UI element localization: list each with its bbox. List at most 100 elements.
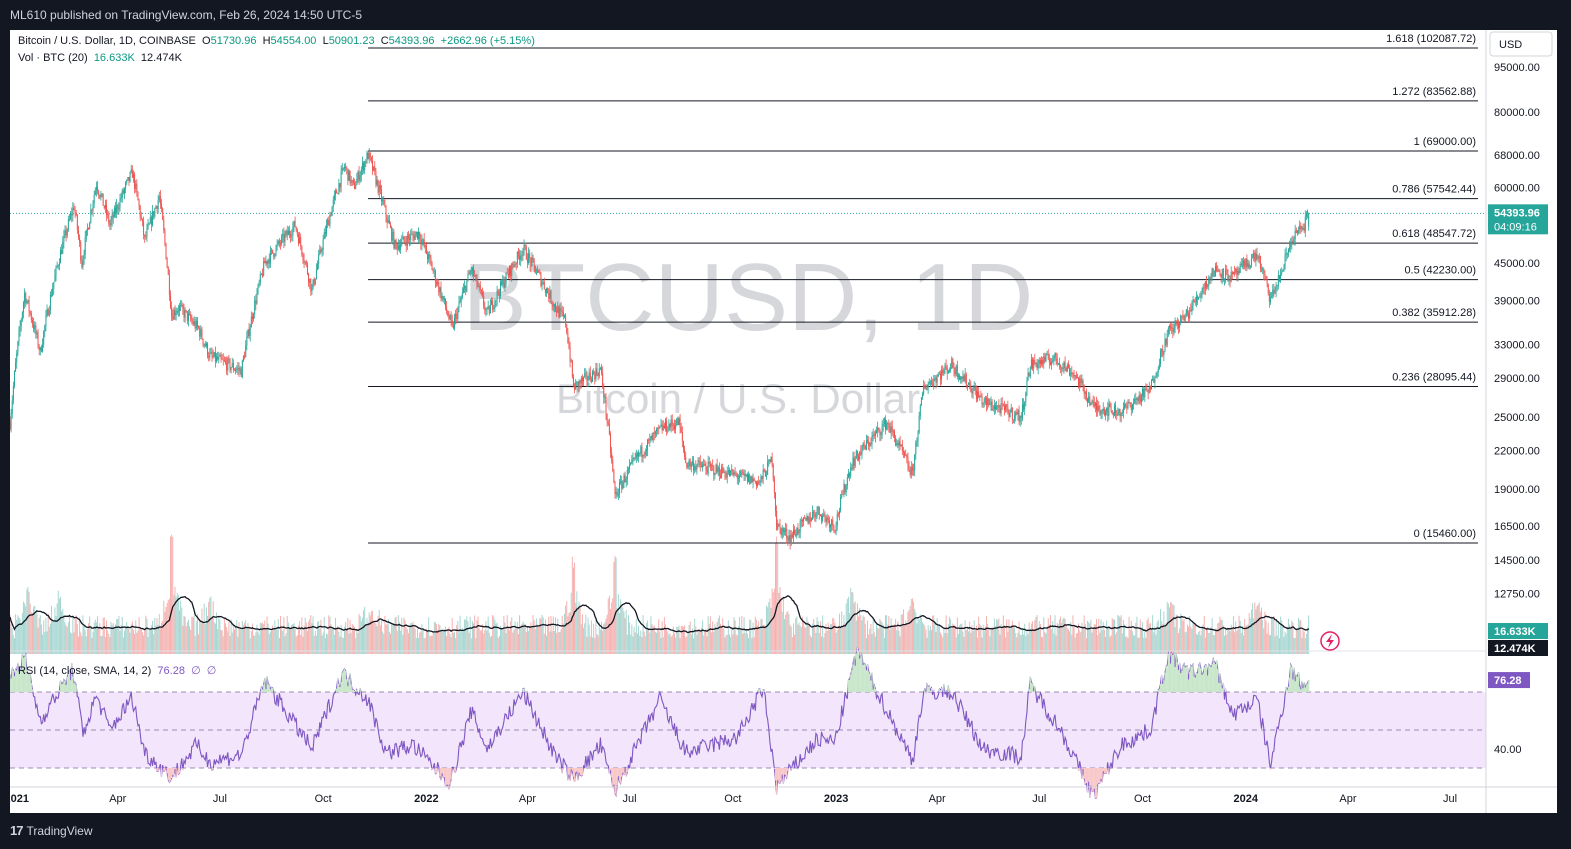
candle-body [209, 353, 211, 358]
volume-bar [568, 612, 570, 654]
volume-bar [267, 623, 269, 654]
volume-bar [557, 618, 559, 654]
candle-body [486, 308, 488, 310]
candle-body [851, 467, 853, 469]
volume-bar [988, 628, 990, 654]
volume-bar [1275, 620, 1277, 654]
candle-body [720, 475, 722, 478]
candle-body [242, 356, 244, 361]
candle-body [326, 224, 328, 235]
volume-bar [141, 632, 143, 654]
candle-body [957, 375, 959, 378]
candle-body [874, 432, 876, 436]
volume-bar [315, 635, 317, 654]
volume-bar [1183, 618, 1185, 654]
candle-body [783, 531, 785, 533]
candle-body [135, 183, 137, 189]
candle-body [419, 231, 421, 240]
volume-bar [152, 620, 154, 654]
candle-body [831, 519, 833, 526]
candle-body [1008, 412, 1010, 418]
volume-bar [663, 616, 665, 654]
candle-body [837, 513, 839, 515]
volume-bar [511, 617, 513, 654]
volume-bar [61, 611, 63, 654]
volume-bar [1153, 632, 1155, 654]
volume-bar [727, 620, 729, 654]
price-tick-label: 39000.00 [1494, 296, 1540, 308]
volume-bar [363, 610, 365, 654]
volume-bar [516, 621, 518, 654]
candle-body [867, 440, 869, 442]
chart-panel[interactable]: BTCUSD, 1D Bitcoin / U.S. Dollar 1.618 (10… [10, 30, 1557, 813]
candle-body [83, 254, 85, 260]
candle-body [342, 167, 344, 169]
candle-body [818, 506, 820, 515]
volume-bar [829, 624, 831, 654]
volume-bar [1089, 623, 1091, 654]
volume-bar [652, 626, 654, 654]
volume-bar [385, 624, 387, 654]
candle-body [682, 440, 684, 449]
volume-bar [870, 624, 872, 654]
time-tick-label: Apr [1339, 793, 1356, 805]
volume-bar [1151, 629, 1153, 654]
candle-body [850, 467, 852, 477]
candle-body [678, 418, 680, 426]
volume-bar [131, 621, 133, 654]
volume-bar [230, 619, 232, 654]
volume-bar [117, 619, 119, 654]
volume-bar [599, 629, 601, 654]
fib-label: 0.5 (42230.00) [1404, 265, 1476, 277]
candle-body [173, 310, 175, 320]
candle-body [932, 384, 934, 387]
candle-body [460, 297, 462, 302]
candle-body [244, 356, 246, 358]
candle-body [1248, 263, 1250, 268]
volume-bar [842, 626, 844, 654]
volume-bar [1135, 622, 1137, 654]
volume-bar [686, 636, 688, 654]
candle-body [1060, 365, 1062, 368]
volume-bar [586, 636, 588, 654]
volume-bar [597, 635, 599, 654]
volume-bar [1290, 627, 1292, 654]
volume-bar [610, 609, 612, 654]
volume-bar [1038, 620, 1040, 654]
volume-bar [1218, 622, 1220, 654]
volume-bar [240, 629, 242, 654]
candle-body [432, 270, 434, 272]
volume-bar [137, 630, 139, 654]
volume-bar [202, 621, 204, 654]
volume-bar [666, 629, 668, 654]
volume-bar [491, 635, 493, 654]
volume-bar [347, 618, 349, 654]
volume-bar [735, 634, 737, 654]
candle-body [731, 469, 733, 471]
currency-box[interactable] [1489, 31, 1553, 57]
volume-bar [340, 624, 342, 654]
volume-bar [226, 627, 228, 654]
volume-bar [665, 624, 667, 654]
candle-body [132, 174, 134, 178]
volume-bar [150, 625, 152, 654]
volume-bar [517, 634, 519, 654]
volume-bar [587, 617, 589, 654]
volume-bar [786, 612, 788, 654]
volume-bar [200, 623, 202, 654]
candle-body [770, 456, 772, 463]
candle-body [312, 279, 314, 289]
volume-bar [333, 634, 335, 654]
candle-body [972, 388, 974, 394]
candle-body [814, 513, 816, 518]
volume-bar [693, 638, 695, 654]
candle-body [487, 306, 489, 309]
volume-bar [718, 615, 720, 654]
volume-bar [102, 617, 104, 654]
volume-bar [681, 625, 683, 654]
volume-bar [931, 630, 933, 654]
candle-body [924, 385, 926, 389]
candle-body [694, 466, 696, 471]
candle-body [557, 306, 559, 313]
